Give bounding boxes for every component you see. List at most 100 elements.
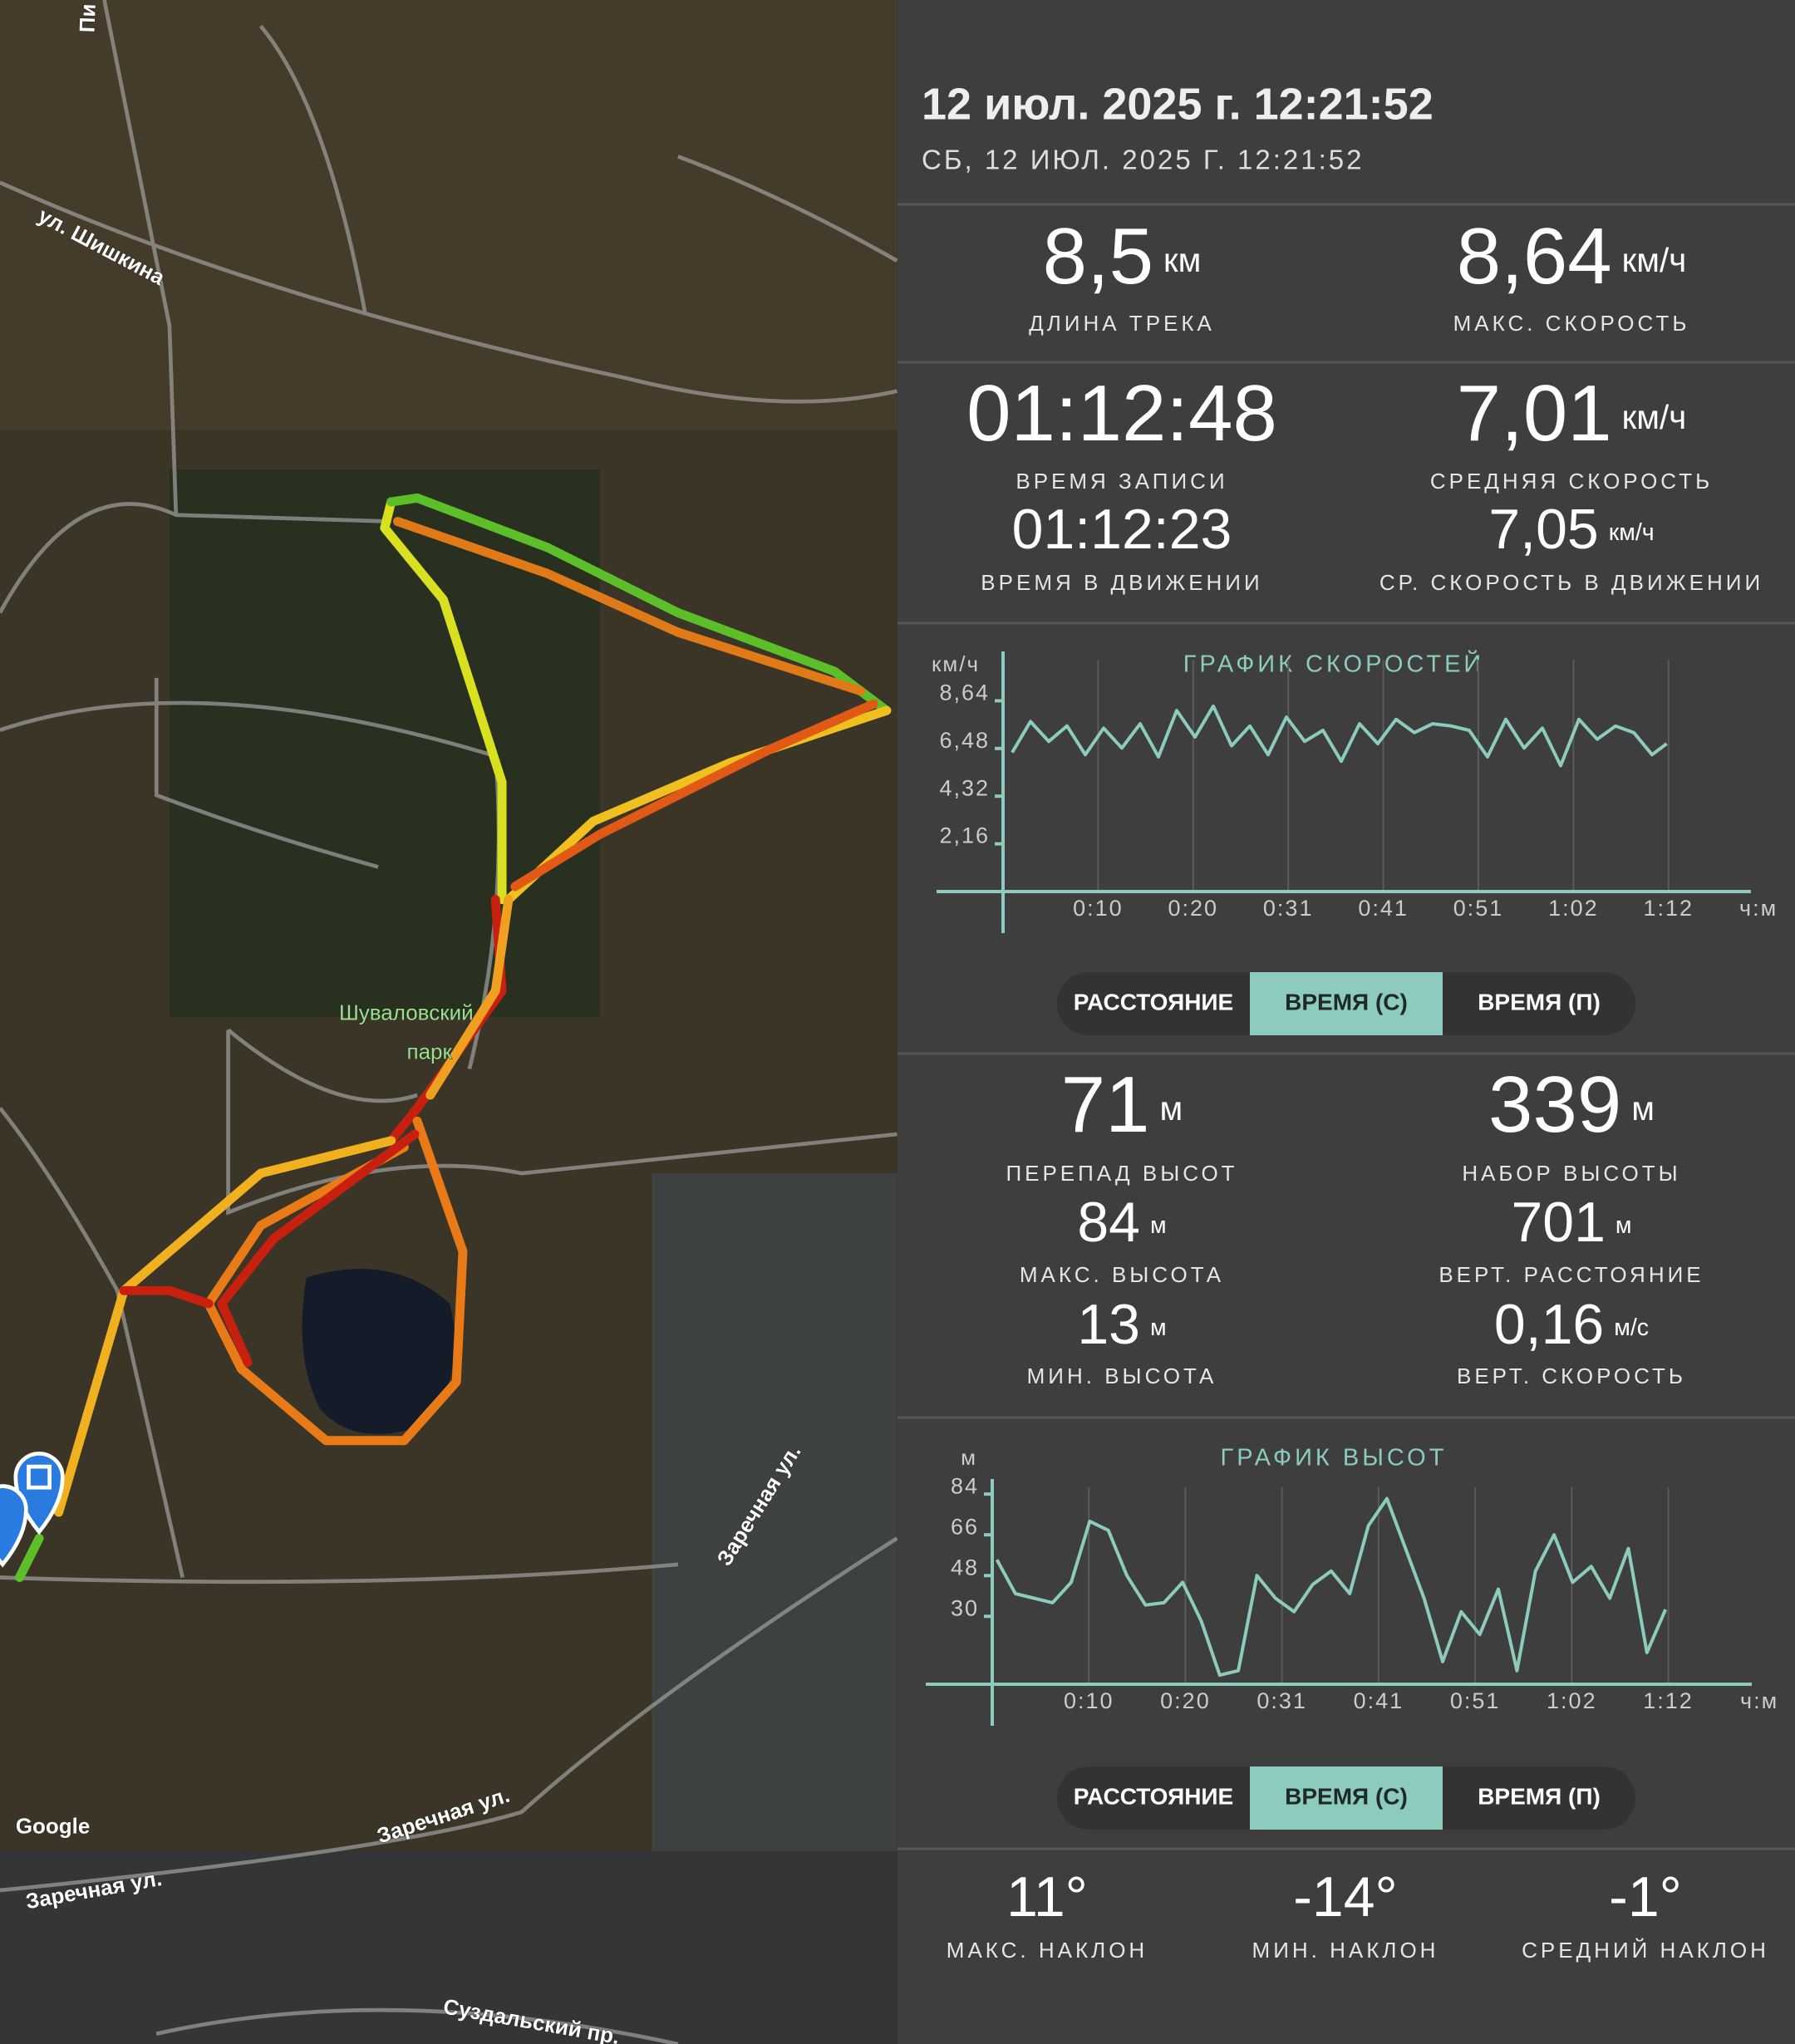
stat-value: 339 м [1488,1060,1655,1149]
x-unit: ч:м [1739,896,1778,921]
stat-number: 01:12:48 [966,369,1277,458]
y-tick-label: 8,64 [939,681,990,705]
stat-unit: км/ч [1609,519,1655,546]
toggle-selected [1250,972,1443,1035]
data-line [1011,704,1668,768]
stat-value: 701 м [1511,1191,1631,1254]
map-label: парк [407,1039,453,1064]
map-label: Шуваловский [339,1000,474,1025]
stat-value: 7,05 км/ч [1488,498,1654,561]
stat-value: 11° [1006,1865,1088,1929]
stat-value: 8,5 км [1043,212,1202,301]
stat-number: 701 [1511,1191,1605,1254]
toggle-option[interactable]: РАССТОЯНИЕ [1074,989,1233,1015]
toggle-selected [1250,1766,1443,1830]
stat-label: ДЛИНА ТРЕКА [1029,311,1215,336]
x-tick-label: 0:41 [1358,896,1409,921]
stat-value: 84 м [1077,1191,1166,1254]
stat-number: 11° [1006,1865,1088,1929]
y-tick-label: 4,32 [939,775,990,800]
stat-unit: м [1160,1089,1183,1128]
toggle-option[interactable]: ВРЕМЯ (С) [1285,989,1408,1015]
data-line [995,1496,1668,1678]
map-art [0,0,898,2044]
stat-value: 7,01 км/ч [1457,369,1686,458]
stat-label: МИН. НАКЛОН [1252,1938,1439,1963]
x-tick-label: 0:20 [1160,1688,1211,1713]
stat-value: 71 м [1061,1060,1183,1149]
subtitle: СБ, 12 ИЮЛ. 2025 Г. 12:21:52 [922,145,1364,175]
y-unit: м [961,1445,977,1470]
stat-unit: м [1616,1212,1632,1239]
x-tick-label: 0:31 [1256,1688,1307,1713]
chart-title: ГРАФИК ВЫСОТ [1221,1445,1448,1472]
x-tick-label: 0:31 [1263,896,1314,921]
stat-unit: км/ч [1622,398,1687,436]
stat-number: 7,05 [1488,498,1598,561]
stat-label: ВЕРТ. СКОРОСТЬ [1457,1363,1686,1388]
stat-value: 01:12:23 [1012,498,1232,561]
stat-label: СРЕДНИЙ НАКЛОН [1522,1938,1769,1963]
stat-number: 7,01 [1457,369,1612,458]
stat-number: -14° [1293,1865,1397,1929]
stat-label: МАКС. ВЫСОТА [1020,1262,1224,1287]
y-tick-label: 84 [951,1473,979,1498]
y-tick-label: 66 [951,1514,979,1539]
x-tick-label: 0:51 [1453,896,1504,921]
stat-number: 71 [1061,1060,1150,1149]
x-tick-label: 0:41 [1354,1688,1404,1713]
stat-value: 13 м [1077,1293,1166,1356]
y-tick-label: 48 [951,1555,979,1580]
stat-value: 01:12:48 [966,369,1277,458]
stat-value: -1° [1609,1865,1682,1929]
y-tick-label: 30 [951,1595,979,1620]
stat-number: -1° [1609,1865,1682,1929]
stat-unit: м [1631,1089,1655,1128]
map-label: Google [16,1814,91,1839]
stat-label: ВЕРТ. РАССТОЯНИЕ [1438,1262,1704,1287]
x-tick-label: 0:10 [1064,1688,1114,1713]
stat-number: 339 [1488,1060,1621,1149]
stat-label: МАКС. НАКЛОН [947,1938,1148,1963]
stat-number: 0,16 [1494,1293,1604,1356]
stat-number: 84 [1077,1191,1140,1254]
stat-label: НАБОР ВЫСОТЫ [1462,1161,1680,1186]
map[interactable] [0,0,898,2044]
y-tick-label: 6,48 [939,728,990,753]
stat-unit: м [1150,1314,1167,1341]
stat-label: ПЕРЕПАД ВЫСОТ [1006,1161,1237,1186]
stat-unit: км/ч [1622,241,1687,279]
stat-unit: м/с [1614,1314,1649,1341]
x-tick-label: 1:12 [1643,1688,1694,1713]
y-unit: км/ч [932,651,980,676]
x-tick-label: 1:02 [1547,1688,1597,1713]
stat-label: ВРЕМЯ ЗАПИСИ [1016,469,1227,494]
toggle-option[interactable]: РАССТОЯНИЕ [1074,1783,1233,1809]
x-tick-label: 0:20 [1168,896,1219,921]
x-tick-label: 1:02 [1548,896,1599,921]
stat-label: СР. СКОРОСТЬ В ДВИЖЕНИИ [1379,570,1763,595]
x-tick-label: 1:12 [1644,896,1694,921]
toggle-option[interactable]: ВРЕМЯ (П) [1478,989,1601,1015]
stat-unit: м [1150,1212,1167,1239]
stat-label: СРЕДНЯЯ СКОРОСТЬ [1430,469,1713,494]
stat-label: МИН. ВЫСОТА [1027,1363,1217,1388]
x-tick-label: 0:10 [1073,896,1124,921]
toggle-option[interactable]: ВРЕМЯ (П) [1478,1783,1601,1809]
stat-value: 8,64 км/ч [1457,212,1686,301]
toggle-option[interactable]: ВРЕМЯ (С) [1285,1783,1408,1809]
y-tick-label: 2,16 [939,823,990,848]
dividers [898,203,1795,1850]
chart-title: ГРАФИК СКОРОСТЕЙ [1183,650,1485,678]
x-tick-label: 0:51 [1450,1688,1501,1713]
stat-number: 01:12:23 [1012,498,1232,561]
map-label: Пи [75,3,101,33]
stat-value: -14° [1293,1865,1397,1929]
stat-unit: км [1163,241,1201,279]
stat-label: МАКС. СКОРОСТЬ [1453,311,1690,336]
stat-number: 8,64 [1457,212,1612,301]
stat-number: 8,5 [1043,212,1153,301]
stat-label: ВРЕМЯ В ДВИЖЕНИИ [981,570,1262,595]
stat-value: 0,16 м/с [1494,1293,1649,1356]
